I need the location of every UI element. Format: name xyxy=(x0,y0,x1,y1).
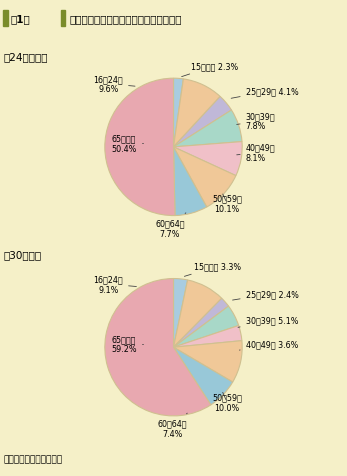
Text: 65歳以上
59.2%: 65歳以上 59.2% xyxy=(111,334,143,354)
Wedge shape xyxy=(174,298,229,347)
Text: 30～39歳 5.1%: 30～39歳 5.1% xyxy=(238,316,298,327)
Text: 16～24歳
9.1%: 16～24歳 9.1% xyxy=(93,275,136,294)
Wedge shape xyxy=(105,79,175,216)
Text: 15歳以下 3.3%: 15歳以下 3.3% xyxy=(184,262,241,277)
Text: 50～59歳
10.1%: 50～59歳 10.1% xyxy=(212,194,242,213)
Wedge shape xyxy=(174,307,239,347)
Text: 50～59歳
10.0%: 50～59歳 10.0% xyxy=(212,393,242,412)
Wedge shape xyxy=(174,341,242,382)
Wedge shape xyxy=(174,347,233,405)
Wedge shape xyxy=(174,148,207,216)
Text: ⓪24時間死者: ⓪24時間死者 xyxy=(3,52,48,62)
Text: 30～39歳
7.8%: 30～39歳 7.8% xyxy=(237,112,275,131)
Text: 25～29歳 2.4%: 25～29歳 2.4% xyxy=(232,289,298,300)
Text: 40～49歳
8.1%: 40～49歳 8.1% xyxy=(237,143,275,163)
Text: 60～64歳
7.7%: 60～64歳 7.7% xyxy=(155,213,186,238)
Text: 25～29歳 4.1%: 25～29歳 4.1% xyxy=(231,87,298,99)
Wedge shape xyxy=(174,148,236,208)
Wedge shape xyxy=(174,142,242,176)
Text: 注　警察庁資料による。: 注 警察庁資料による。 xyxy=(3,455,62,464)
Text: 第1図: 第1図 xyxy=(10,14,30,24)
Text: 40～49歳 3.6%: 40～49歳 3.6% xyxy=(239,339,298,350)
Text: 60～64歳
7.4%: 60～64歳 7.4% xyxy=(158,413,187,438)
Wedge shape xyxy=(174,97,231,148)
Bar xyxy=(61,11,65,27)
Text: 16～24歳
9.6%: 16～24歳 9.6% xyxy=(93,75,135,94)
Wedge shape xyxy=(174,79,220,148)
Bar xyxy=(3,11,8,27)
Wedge shape xyxy=(174,326,242,347)
Wedge shape xyxy=(174,279,188,347)
Text: 年齢層別死者数の構成率（平成２２年）: 年齢層別死者数の構成率（平成２２年） xyxy=(69,14,182,24)
Text: 65歳以上
50.4%: 65歳以上 50.4% xyxy=(111,134,143,154)
Wedge shape xyxy=(105,279,211,416)
Wedge shape xyxy=(174,280,222,347)
Wedge shape xyxy=(174,111,242,148)
Text: ⓪30日死者: ⓪30日死者 xyxy=(3,250,42,259)
Text: 15歳以下 2.3%: 15歳以下 2.3% xyxy=(181,62,238,78)
Wedge shape xyxy=(174,79,183,148)
